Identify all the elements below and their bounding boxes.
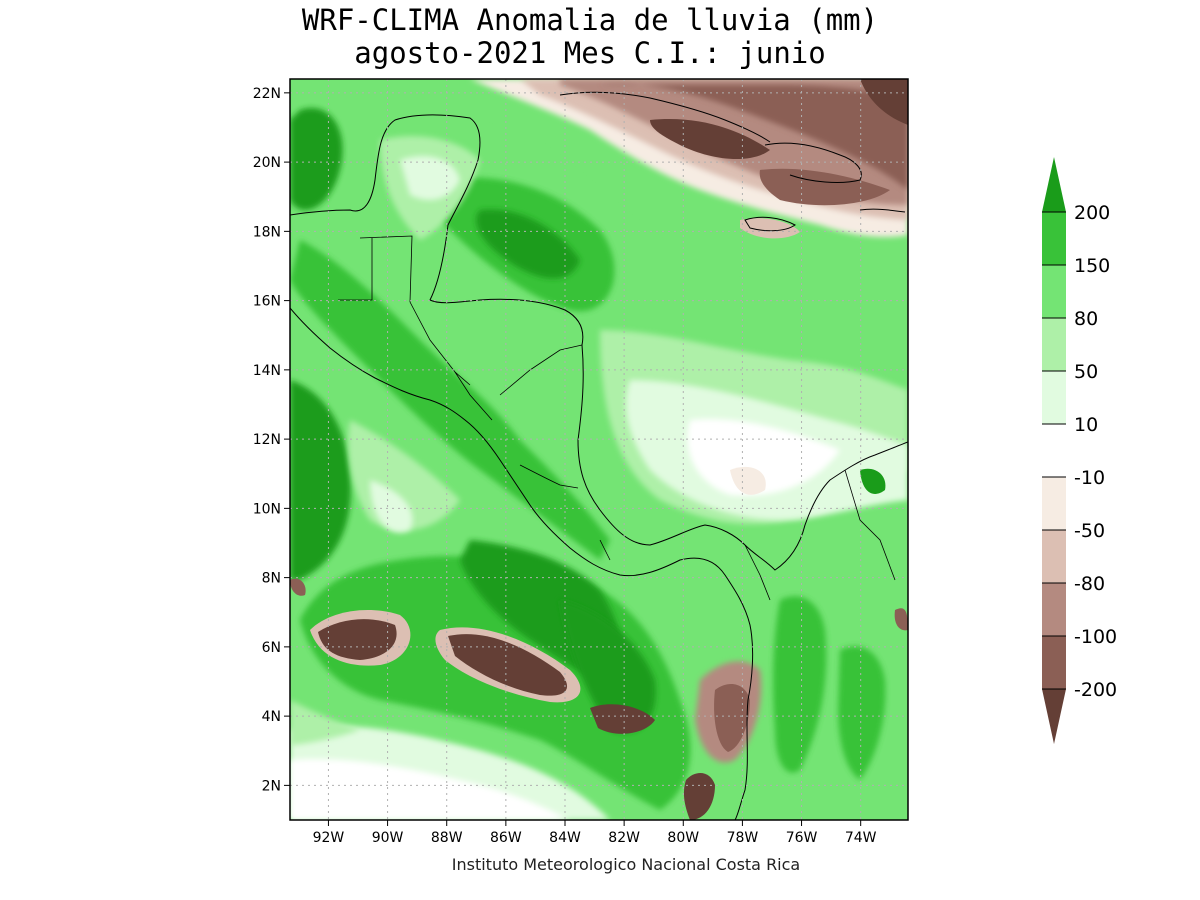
- nicaragua-costa-rica-border: [519, 464, 579, 489]
- anomaly-isthmus-green: [290, 240, 610, 560]
- anomaly-pacific-west-green: [290, 380, 351, 580]
- colorbar-swatch: [1042, 157, 1066, 212]
- anomaly-yucatan-dark-green: [476, 209, 580, 279]
- credit-text: Instituto Meteorologico Nacional Costa R…: [452, 855, 800, 874]
- colorbar-swatch: [1042, 424, 1066, 477]
- latitude-axis: 22N 20N 18N 16N 14N 12N 10N 8N 6N 4N 2N: [253, 86, 290, 794]
- anomaly-southwest-neutral: [290, 759, 570, 820]
- lon-tick-label: 82W: [608, 830, 640, 846]
- anomaly-jamaica-light-brown: [740, 218, 800, 239]
- anomaly-colombia-south-darkest: [683, 773, 715, 820]
- anomaly-caribbean-pale-brown: [730, 466, 766, 495]
- guatemala-honduras-border: [409, 301, 471, 386]
- map-title-line2: agosto-2021 Mes C.I.: junio: [354, 36, 826, 70]
- pacific-coastline: [290, 307, 754, 820]
- coastlines: [290, 91, 908, 820]
- colorbar-swatch: [1042, 689, 1066, 744]
- anomaly-caribbean-ne-dark-brown: [600, 84, 908, 190]
- mexico-guatemala-border: [359, 235, 413, 303]
- anomaly-pacific-south-dark-green-2: [560, 600, 656, 733]
- colorbar-label: 10: [1074, 414, 1098, 436]
- anomaly-pacific-very-pale: [370, 480, 413, 533]
- anomaly-colombia-green: [773, 596, 827, 773]
- lon-tick-label: 90W: [372, 830, 404, 846]
- anomaly-colombia-green-2: [838, 646, 886, 780]
- lon-tick-label: 92W: [313, 830, 345, 846]
- colorbar: 200 150 80 50 10 -10 -50 -80 -100 -200: [1042, 157, 1117, 744]
- anomaly-caribbean-ne-darkest: [650, 119, 770, 160]
- lat-tick-label: 20N: [253, 155, 281, 171]
- colorbar-swatch: [1042, 371, 1066, 424]
- jamaica-coast: [744, 216, 796, 232]
- lat-tick-label: 14N: [253, 363, 281, 379]
- anomaly-east-edge-brown: [894, 608, 908, 631]
- anomaly-pacific-blob-darkest: [448, 634, 568, 696]
- colorbar-label: 50: [1074, 361, 1098, 383]
- anomaly-southwest-pale: [290, 700, 360, 745]
- anomaly-west-edge-brown: [290, 578, 306, 596]
- country-borders: [338, 235, 896, 601]
- colorbar-label: 200: [1074, 202, 1110, 224]
- lon-tick-label: 76W: [786, 830, 818, 846]
- map-frame: [289, 78, 909, 821]
- lat-tick-label: 8N: [262, 571, 281, 587]
- colorbar-swatch: [1042, 318, 1066, 371]
- lon-tick-label: 78W: [727, 830, 759, 846]
- graticule: [290, 79, 908, 820]
- lat-tick-label: 18N: [253, 224, 281, 240]
- anomaly-sw-blob-darkest: [318, 619, 397, 660]
- lon-tick-label: 74W: [845, 830, 877, 846]
- anomaly-peninsula-very-pale: [400, 156, 460, 200]
- lat-tick-label: 10N: [253, 501, 281, 517]
- map-title-line1: WRF-CLIMA Anomalia de lluvia (mm): [301, 3, 879, 37]
- colorbar-label: 150: [1074, 255, 1110, 277]
- colorbar-label: -50: [1074, 520, 1105, 542]
- colorbar-label: -200: [1074, 679, 1117, 701]
- colorbar-swatch: [1042, 583, 1066, 636]
- colorbar-swatch: [1042, 530, 1066, 583]
- anomaly-gulf-green: [290, 108, 343, 210]
- lon-tick-label: 88W: [431, 830, 463, 846]
- honduras-nicaragua-border: [499, 344, 583, 396]
- cuba-coast: [559, 91, 771, 143]
- colorbar-swatch: [1042, 477, 1066, 530]
- colorbar-label: -10: [1074, 467, 1105, 489]
- colorbar-swatch: [1042, 212, 1066, 265]
- colorbar-swatch: [1042, 265, 1066, 318]
- hispaniola-coast: [764, 142, 862, 183]
- lon-tick-label: 84W: [549, 830, 581, 846]
- lat-tick-label: 16N: [253, 294, 281, 310]
- caribbean-coastline: [290, 114, 908, 571]
- lat-tick-label: 6N: [262, 640, 281, 656]
- anomaly-haiti-brown: [759, 168, 890, 206]
- longitude-axis: 92W 90W 88W 86W 84W 82W 80W 78W 76W 74W: [313, 820, 877, 846]
- rain-anomaly-field: [290, 79, 908, 820]
- lon-tick-label: 80W: [667, 830, 699, 846]
- el-salvador-border: [454, 371, 493, 421]
- anomaly-pacific-blob-small: [590, 704, 655, 734]
- colorbar-label: 80: [1074, 308, 1098, 330]
- mexico-guatemala-border-2: [338, 238, 373, 301]
- lat-tick-label: 22N: [253, 86, 281, 102]
- panama-colombia-border: [744, 544, 771, 601]
- colorbar-swatch: [1042, 636, 1066, 689]
- anomaly-colombia-dark-brown: [714, 684, 750, 752]
- anomaly-ne-corner-darkest: [860, 79, 908, 125]
- costa-rica-panama-border: [599, 539, 611, 561]
- colorbar-label: -100: [1074, 626, 1117, 648]
- anomaly-venezuela-dark-green: [860, 468, 886, 494]
- colorbar-label: -80: [1074, 573, 1105, 595]
- lat-tick-label: 4N: [262, 709, 281, 725]
- colombia-venezuela-border: [844, 469, 896, 581]
- anomaly-band-north: [290, 79, 908, 310]
- lat-tick-label: 12N: [253, 432, 281, 448]
- pr-coast: [859, 208, 906, 213]
- lon-tick-label: 86W: [490, 830, 522, 846]
- lat-tick-label: 2N: [262, 778, 281, 794]
